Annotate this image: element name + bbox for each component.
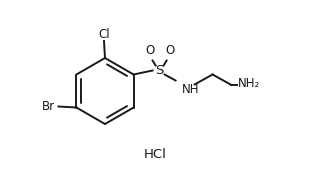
Text: Br: Br: [42, 100, 55, 113]
Text: NH₂: NH₂: [238, 77, 260, 90]
Text: NH: NH: [181, 83, 199, 96]
Text: HCl: HCl: [143, 148, 166, 161]
Text: Cl: Cl: [98, 29, 110, 42]
Text: O: O: [165, 44, 174, 57]
Text: S: S: [155, 64, 164, 77]
Text: O: O: [145, 44, 154, 57]
